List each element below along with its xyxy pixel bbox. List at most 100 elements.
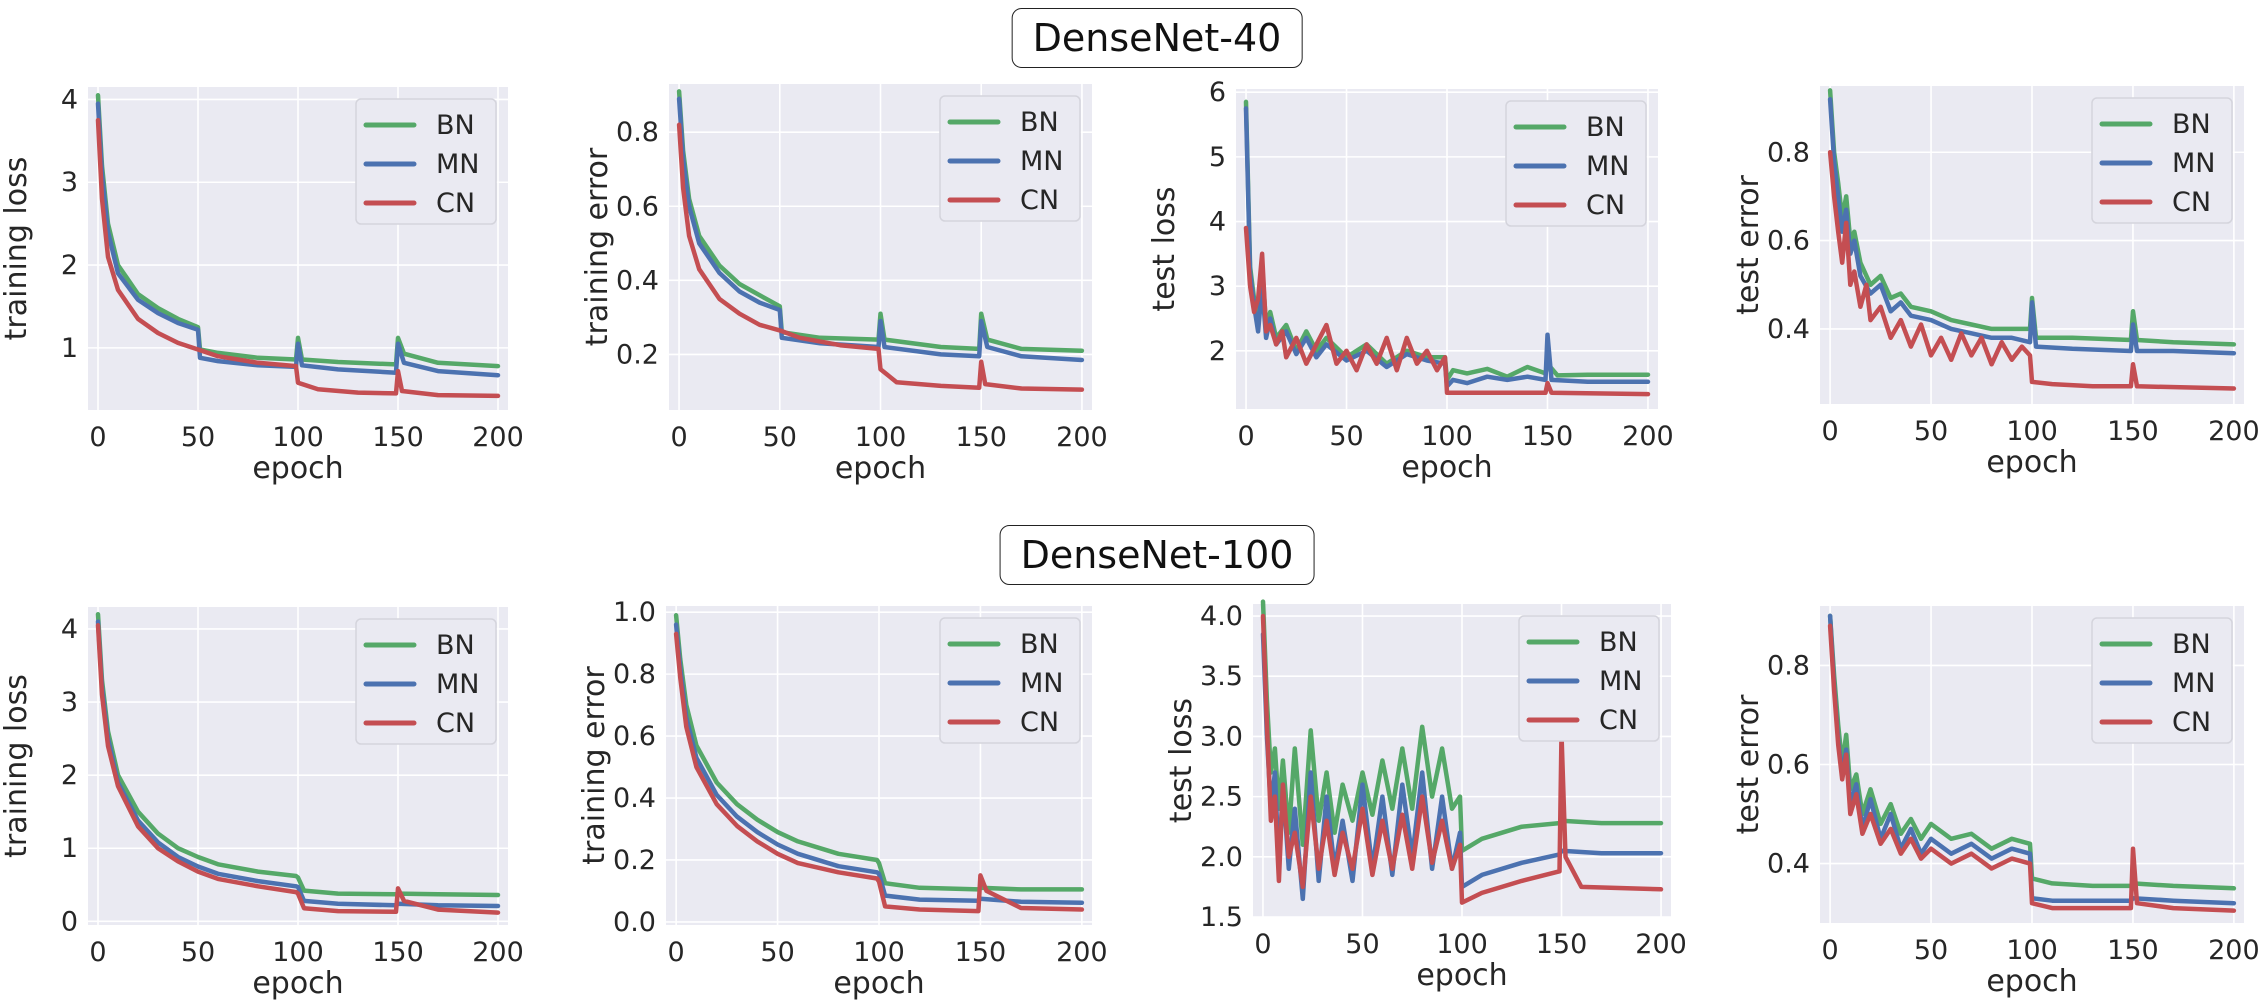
x-tick-label: 200 xyxy=(2208,416,2260,447)
chart-panel: 0 50 100 150 200 0.2 0.4 0.6 0.8 epoch training er… xyxy=(580,84,1108,486)
x-tick-label: 100 xyxy=(855,422,907,453)
x-tick-label: 50 xyxy=(763,422,797,453)
y-tick-label: 4.0 xyxy=(1200,601,1243,632)
legend: BN MN CN xyxy=(355,98,497,225)
series-line-cn xyxy=(1260,613,1664,905)
series-line-mn xyxy=(95,101,501,378)
y-tick-label: 0.4 xyxy=(1767,849,1810,880)
chart-panel: 0 50 100 150 200 0.4 0.6 0.8 epoch test error BN MN… xyxy=(1731,606,2260,999)
y-tick-label: 0 xyxy=(61,906,78,937)
group-title: DenseNet-40 xyxy=(1011,8,1303,68)
y-tick-label: 0.0 xyxy=(613,907,656,938)
series-line-cn xyxy=(95,623,501,915)
y-axis-label: test error xyxy=(1731,174,1766,314)
x-tick-label: 50 xyxy=(1345,929,1379,960)
chart-panel: 0 50 100 150 200 0.4 0.6 0.8 epoch test error BN MN… xyxy=(1731,86,2260,480)
chart-panel: 0 50 100 150 200 0 1 2 3 4 epoch training loss BN MN C… xyxy=(0,607,524,1001)
x-tick-label: 200 xyxy=(1056,422,1108,453)
x-tick-label: 200 xyxy=(472,937,524,968)
x-tick-label: 200 xyxy=(2208,935,2260,966)
legend-label: MN xyxy=(1599,666,1643,697)
x-tick-label: 0 xyxy=(1254,929,1271,960)
y-tick-label: 2.0 xyxy=(1200,842,1243,873)
legend-label: BN xyxy=(1586,112,1625,143)
x-tick-label: 200 xyxy=(1635,929,1687,960)
y-tick-label: 0.2 xyxy=(613,845,656,876)
y-axis-label: test loss xyxy=(1147,186,1182,311)
y-axis-label: training error xyxy=(577,666,612,865)
chart-panel: 0 50 100 150 200 1 2 3 4 epoch training loss BN MN CN xyxy=(0,84,524,486)
x-tick-label: 50 xyxy=(1914,935,1948,966)
legend-box xyxy=(2091,617,2233,744)
y-tick-label: 0.4 xyxy=(1767,314,1810,345)
y-tick-label: 0.8 xyxy=(616,117,659,148)
x-tick-label: 0 xyxy=(1237,421,1254,452)
y-tick-label: 0.8 xyxy=(1767,137,1810,168)
x-tick-label: 150 xyxy=(1522,421,1574,452)
legend-box xyxy=(1518,615,1660,742)
x-tick-label: 150 xyxy=(2107,416,2159,447)
x-tick-label: 0 xyxy=(1822,416,1839,447)
y-tick-label: 3 xyxy=(61,687,78,718)
x-axis-label: epoch xyxy=(1401,450,1492,485)
chart-panel: 0 50 100 150 200 1.5 2.0 2.5 3.0 3.5 4.0 epoch test … xyxy=(1164,599,1687,993)
y-tick-label: 0.6 xyxy=(613,721,656,752)
legend-label: BN xyxy=(1020,107,1059,138)
y-axis-label: training loss xyxy=(0,157,34,341)
legend-box xyxy=(939,617,1081,744)
series-line-cn xyxy=(673,631,1085,914)
x-tick-label: 100 xyxy=(1421,421,1473,452)
y-tick-label: 0.4 xyxy=(613,783,656,814)
x-tick-label: 0 xyxy=(670,422,687,453)
legend-box xyxy=(2091,97,2233,224)
legend-label: MN xyxy=(436,669,480,700)
legend-label: BN xyxy=(1020,629,1059,660)
y-axis-label: training error xyxy=(580,147,615,346)
legend-box xyxy=(1505,100,1647,227)
y-tick-label: 4 xyxy=(1209,207,1226,238)
x-tick-label: 150 xyxy=(955,937,1007,968)
y-tick-label: 1 xyxy=(61,333,78,364)
chart-panel: 0 50 100 150 200 2 3 4 5 6 epoch test loss BN MN CN xyxy=(1147,77,1674,485)
y-axis-label: training loss xyxy=(0,674,34,858)
x-tick-label: 50 xyxy=(760,937,794,968)
x-tick-label: 0 xyxy=(89,422,106,453)
x-tick-label: 150 xyxy=(2107,935,2159,966)
legend-label: MN xyxy=(2172,148,2216,179)
y-tick-label: 3.0 xyxy=(1200,721,1243,752)
y-tick-label: 2.5 xyxy=(1200,782,1243,813)
x-tick-label: 100 xyxy=(272,937,324,968)
x-tick-label: 100 xyxy=(1436,929,1488,960)
x-tick-label: 0 xyxy=(668,937,685,968)
x-axis-label: epoch xyxy=(1986,964,2077,999)
y-tick-label: 0.8 xyxy=(613,659,656,690)
y-tick-label: 4 xyxy=(61,614,78,645)
y-axis-label: test error xyxy=(1731,694,1766,834)
x-tick-label: 150 xyxy=(955,422,1007,453)
y-tick-label: 0.6 xyxy=(1767,226,1810,257)
x-axis-label: epoch xyxy=(833,966,924,1001)
series-line-cn xyxy=(676,122,1085,392)
x-tick-label: 100 xyxy=(2006,935,2058,966)
x-tick-label: 200 xyxy=(1056,937,1108,968)
y-tick-label: 5 xyxy=(1209,142,1226,173)
x-tick-label: 100 xyxy=(2006,416,2058,447)
y-tick-label: 0.6 xyxy=(1767,750,1810,781)
group-title: DenseNet-100 xyxy=(999,525,1315,585)
x-tick-label: 200 xyxy=(1622,421,1674,452)
series-line-cn xyxy=(1827,623,2237,913)
x-tick-label: 150 xyxy=(372,937,424,968)
y-tick-label: 6 xyxy=(1209,77,1226,108)
x-tick-label: 0 xyxy=(1822,935,1839,966)
x-axis-label: epoch xyxy=(835,451,926,486)
legend-label: BN xyxy=(436,630,475,661)
legend-label: MN xyxy=(2172,668,2216,699)
y-tick-label: 0.4 xyxy=(616,265,659,296)
y-tick-label: 3 xyxy=(61,167,78,198)
y-tick-label: 0.2 xyxy=(616,339,659,370)
x-axis-label: epoch xyxy=(1416,958,1507,993)
legend: BN MN CN xyxy=(2091,617,2233,744)
legend: BN MN CN xyxy=(355,618,497,745)
x-tick-label: 100 xyxy=(272,422,324,453)
x-tick-label: 50 xyxy=(1329,421,1363,452)
